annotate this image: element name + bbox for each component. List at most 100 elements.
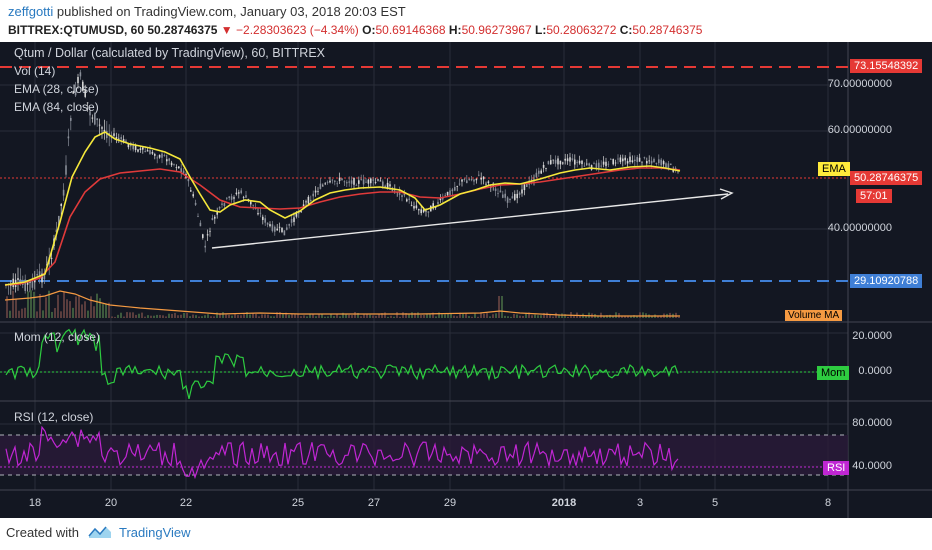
candle-body [31,278,34,288]
candle-body [444,194,446,196]
author-link[interactable]: zeffgotti [8,4,54,19]
volume-bar [402,312,404,318]
volume-bar [159,314,161,318]
indicator-ema-28[interactable]: EMA (28, close) [14,82,99,96]
volume-bar [120,312,122,318]
candle-body [473,179,475,182]
volume-bar [363,314,365,318]
candle-body [122,139,125,143]
volume-bar [597,316,599,318]
volume-bar [519,315,521,318]
candle-body [72,91,74,94]
candle-body [341,178,343,181]
volume-bar [357,312,359,318]
footer: Created with TradingView [6,524,191,540]
candle-body [62,189,65,196]
candle-body [415,205,418,209]
candle-body [278,226,281,228]
volume-bar [84,301,86,318]
volume-bar [12,290,14,318]
volume-bar [435,316,437,318]
volume-bar [324,316,326,318]
candle-body [593,163,595,165]
candle-body [629,156,631,163]
candle-body [43,273,46,280]
indicator-vol[interactable]: Vol (14) [14,64,56,78]
volume-bar [531,315,533,318]
volume-bar [528,312,530,318]
candle-body [355,184,358,186]
candle-body [269,224,271,227]
candle-body [242,196,245,198]
candle-body [50,257,53,259]
chart-area[interactable]: Qtum / Dollar (calculated by TradingView… [0,42,932,518]
candle-body [422,209,425,213]
candle-body [557,158,559,165]
candle-body [319,183,322,189]
tradingview-link[interactable]: TradingView [118,524,191,540]
volume-bar [276,312,278,318]
volume-bar [225,314,227,318]
candle-body [665,163,667,168]
volume-bar [564,314,566,318]
candle-body [67,136,70,139]
volume-bar [51,311,53,318]
volume-bar [558,315,560,318]
volume-bar [327,316,329,318]
volume-bar [21,308,23,318]
candle-body [118,138,120,140]
candle-body [401,195,403,198]
candle-body [286,227,288,230]
volume-bar [144,316,146,318]
volume-bar [99,298,101,318]
candle-body [427,211,430,213]
x-label-2018: 2018 [551,497,577,509]
indicator-ema-84[interactable]: EMA (84, close) [14,100,99,114]
trend-line[interactable] [211,193,729,249]
candle-body [197,216,199,217]
volume-bar [111,316,113,318]
volume-bar [615,312,617,318]
candle-body [456,186,458,187]
candle-body [142,147,144,150]
volume-bar [243,314,245,318]
price-candles[interactable] [5,69,679,295]
volume-bar [414,312,416,318]
candle-body [602,161,605,165]
volume-bar [630,315,632,318]
volume-bar [585,315,587,318]
chart-canvas[interactable] [0,42,932,518]
volume-bar [660,315,662,318]
volume-bar [345,314,347,318]
candle-body [84,89,86,97]
candle-body [660,159,662,166]
candle-body [125,140,127,143]
x-label-3: 3 [636,497,644,509]
rsi-line [5,425,679,480]
volume-bar [522,315,524,318]
volume-bar [309,313,311,318]
volume-bar [237,315,239,318]
candle-body [461,179,463,182]
volume-bar [72,307,74,318]
volume-bar [204,315,206,318]
candle-body [408,198,410,200]
volume-bar [636,316,638,318]
volume-bar [231,315,233,318]
volume-bar [465,313,467,318]
mom-axis-0: 0.0000 [858,365,892,377]
candle-body [458,183,461,185]
candle-body [626,161,629,164]
candle-body [516,193,518,199]
candle-body [547,161,550,165]
volume-bar [579,315,581,318]
mom-pane-title[interactable]: Mom (12, close) [14,330,101,344]
volume-bar [480,313,482,318]
volume-bar [213,316,215,318]
rsi-pane-title[interactable]: RSI (12, close) [14,410,94,424]
volume-bar [549,314,551,318]
candle-body [331,179,334,181]
volume-bar [423,314,425,318]
candle-body [384,185,386,188]
candle-body [89,111,91,116]
